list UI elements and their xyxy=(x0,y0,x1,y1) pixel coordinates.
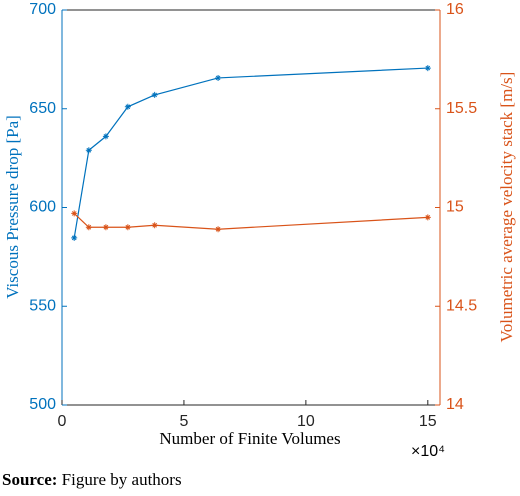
y-axis-label: Viscous Pressure drop [Pa] xyxy=(3,115,22,299)
x-tick-label: 10 xyxy=(297,413,315,430)
y2-tick-label: 15.5 xyxy=(446,100,477,117)
y-tick-label: 550 xyxy=(29,297,56,314)
marker xyxy=(424,214,431,221)
marker xyxy=(151,91,158,98)
y-tick-label: 600 xyxy=(29,199,56,216)
x-multiplier: ×10⁴ xyxy=(411,443,445,460)
series-line xyxy=(73,67,428,239)
marker xyxy=(215,226,222,233)
y-tick-label: 650 xyxy=(29,100,56,117)
marker xyxy=(71,210,78,217)
x-tick-label: 5 xyxy=(179,413,188,430)
marker xyxy=(124,103,131,110)
marker xyxy=(71,234,78,241)
y-tick-label: 500 xyxy=(29,396,56,413)
y2-tick-label: 14.5 xyxy=(446,297,477,314)
y2-tick-label: 14 xyxy=(446,396,464,413)
marker xyxy=(85,224,92,231)
x-tick-label: 15 xyxy=(419,413,437,430)
caption: Source: Figure by authors xyxy=(2,470,182,489)
marker xyxy=(124,224,131,231)
x-tick-label: 0 xyxy=(58,413,67,430)
marker xyxy=(424,65,431,72)
marker xyxy=(215,74,222,81)
marker xyxy=(85,147,92,154)
source-text: Figure by authors xyxy=(62,470,182,489)
y2-axis-label: Volumetric average velocity stack [m/s] xyxy=(497,72,516,343)
marker xyxy=(151,222,158,229)
y-tick-label: 700 xyxy=(29,1,56,18)
y2-tick-label: 15 xyxy=(446,199,464,216)
source-label: Source: xyxy=(2,470,57,489)
marker xyxy=(102,133,109,140)
marker xyxy=(102,224,109,231)
x-axis-label: Number of Finite Volumes xyxy=(159,429,340,448)
y2-tick-label: 16 xyxy=(446,1,464,18)
